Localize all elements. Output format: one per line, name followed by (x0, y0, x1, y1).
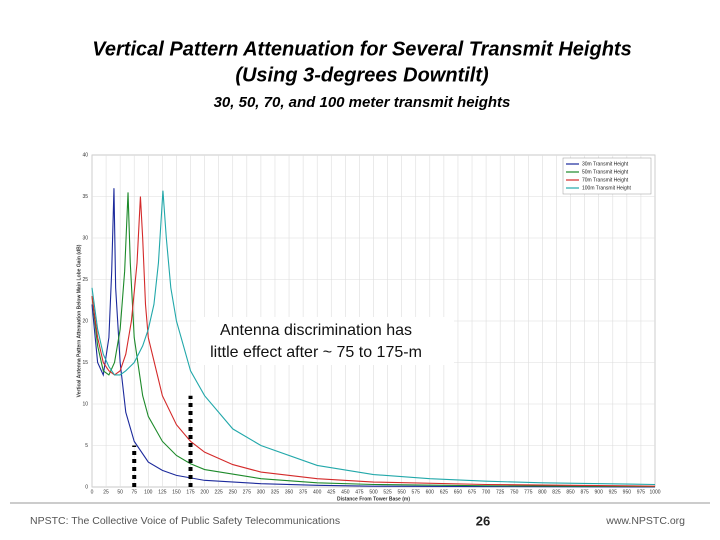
x-tick-label: 350 (285, 489, 294, 495)
x-tick-label: 575 (412, 489, 421, 495)
x-tick-label: 125 (158, 489, 167, 495)
x-tick-label: 850 (566, 489, 575, 495)
y-axis-label: Vertical Antenna Pattern Attenuation Bel… (76, 244, 82, 397)
x-tick-label: 825 (552, 489, 561, 495)
legend-label: 100m Transmit Height (582, 185, 632, 191)
y-tick-label: 35 (82, 194, 88, 200)
y-tick-label: 10 (82, 401, 88, 407)
x-tick-label: 175 (186, 489, 195, 495)
footer-left: NPSTC: The Collective Voice of Public Sa… (30, 515, 340, 527)
x-tick-label: 50 (117, 489, 123, 495)
title-line2: (Using 3-degrees Downtilt) (235, 64, 489, 86)
annotation-box (196, 317, 454, 365)
x-tick-label: 275 (243, 489, 252, 495)
y-tick-label: 0 (85, 484, 88, 490)
x-tick-label: 500 (369, 489, 378, 495)
annotation: little effect after ~ 75 to 175-m (210, 344, 422, 361)
x-tick-label: 375 (299, 489, 308, 495)
x-tick-label: 425 (327, 489, 336, 495)
title: Vertical Pattern Attenuation for Several… (92, 38, 631, 60)
x-tick-label: 975 (637, 489, 646, 495)
annotation: Antenna discrimination has (220, 322, 412, 339)
footer-right: www.NPSTC.org (605, 515, 685, 527)
x-tick-label: 200 (200, 489, 209, 495)
x-tick-label: 100 (144, 489, 153, 495)
series-line (91, 192, 656, 488)
x-tick-label: 950 (623, 489, 632, 495)
series-line (91, 190, 656, 486)
x-tick-label: 325 (271, 489, 280, 495)
x-tick-label: 600 (426, 489, 435, 495)
subtitle: 30, 50, 70, and 100 meter transmit heigh… (214, 94, 511, 111)
x-tick-label: 875 (580, 489, 589, 495)
x-tick-label: 750 (510, 489, 519, 495)
y-tick-label: 5 (85, 443, 88, 449)
x-tick-label: 900 (595, 489, 604, 495)
x-tick-label: 400 (313, 489, 322, 495)
x-tick-label: 675 (468, 489, 477, 495)
x-tick-label: 475 (355, 489, 364, 495)
series-line (91, 188, 656, 488)
x-tick-label: 650 (454, 489, 463, 495)
legend-label: 50m Transmit Height (582, 169, 629, 175)
x-tick-label: 700 (482, 489, 491, 495)
y-tick-label: 40 (82, 152, 88, 158)
x-tick-label: 300 (257, 489, 266, 495)
x-tick-label: 0 (91, 489, 94, 495)
x-tick-label: 800 (538, 489, 547, 495)
legend-label: 30m Transmit Height (582, 161, 629, 167)
x-tick-label: 625 (440, 489, 449, 495)
x-tick-label: 75 (131, 489, 137, 495)
x-tick-label: 550 (397, 489, 406, 495)
x-axis-label: Distance From Tower Base (m) (337, 496, 410, 502)
x-tick-label: 25 (103, 489, 109, 495)
x-tick-label: 525 (383, 489, 392, 495)
x-tick-label: 1000 (649, 489, 660, 495)
y-tick-label: 25 (82, 277, 88, 283)
series-line (91, 196, 656, 487)
y-tick-label: 30 (82, 235, 88, 241)
x-tick-label: 725 (496, 489, 505, 495)
y-tick-label: 15 (82, 360, 88, 366)
x-tick-label: 925 (609, 489, 618, 495)
x-tick-label: 150 (172, 489, 181, 495)
x-tick-label: 450 (341, 489, 350, 495)
x-tick-label: 775 (524, 489, 533, 495)
x-tick-label: 225 (215, 489, 224, 495)
y-tick-label: 20 (82, 318, 88, 324)
x-tick-label: 250 (229, 489, 238, 495)
legend-label: 70m Transmit Height (582, 177, 629, 183)
page-number: 26 (476, 513, 490, 528)
